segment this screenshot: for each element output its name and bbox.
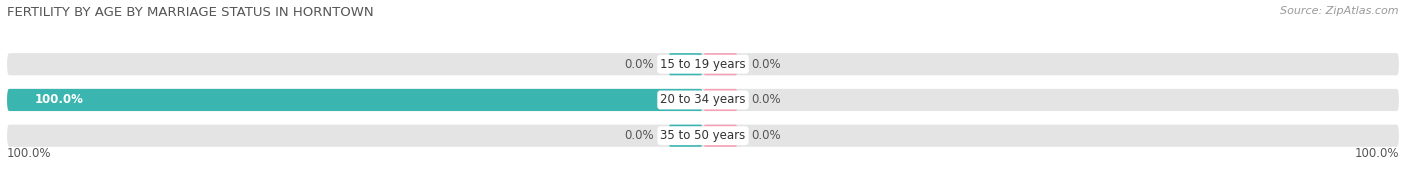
Text: 100.0%: 100.0%: [7, 147, 52, 160]
FancyBboxPatch shape: [668, 53, 703, 75]
Text: 0.0%: 0.0%: [752, 93, 782, 106]
FancyBboxPatch shape: [703, 125, 738, 147]
FancyBboxPatch shape: [7, 89, 703, 111]
FancyBboxPatch shape: [7, 89, 1399, 111]
FancyBboxPatch shape: [7, 53, 1399, 75]
Text: 15 to 19 years: 15 to 19 years: [661, 58, 745, 71]
Text: FERTILITY BY AGE BY MARRIAGE STATUS IN HORNTOWN: FERTILITY BY AGE BY MARRIAGE STATUS IN H…: [7, 6, 374, 19]
Text: 100.0%: 100.0%: [1354, 147, 1399, 160]
Text: 100.0%: 100.0%: [35, 93, 84, 106]
FancyBboxPatch shape: [7, 125, 1399, 147]
FancyBboxPatch shape: [703, 89, 738, 111]
Text: 0.0%: 0.0%: [752, 58, 782, 71]
Text: 0.0%: 0.0%: [752, 129, 782, 142]
Text: 0.0%: 0.0%: [624, 129, 654, 142]
FancyBboxPatch shape: [703, 53, 738, 75]
Text: 20 to 34 years: 20 to 34 years: [661, 93, 745, 106]
Text: Source: ZipAtlas.com: Source: ZipAtlas.com: [1281, 6, 1399, 16]
FancyBboxPatch shape: [668, 125, 703, 147]
Text: 0.0%: 0.0%: [624, 58, 654, 71]
Text: 35 to 50 years: 35 to 50 years: [661, 129, 745, 142]
